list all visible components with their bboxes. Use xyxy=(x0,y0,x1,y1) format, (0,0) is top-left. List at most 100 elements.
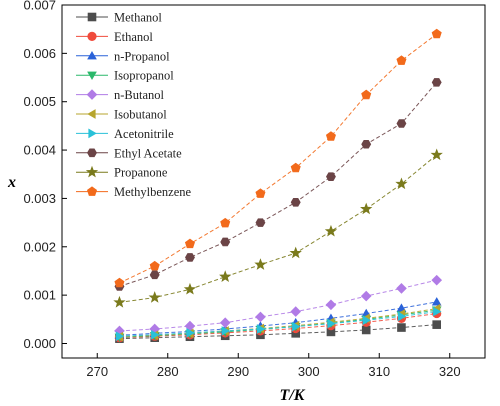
plot-frame xyxy=(61,4,486,359)
legend-item-propanone: Propanone xyxy=(76,166,168,180)
data-point-propanone xyxy=(183,282,197,295)
data-point-methylbenzene xyxy=(431,28,442,39)
x-tick-label: 320 xyxy=(439,364,461,379)
x-tick-label: 270 xyxy=(86,364,108,379)
data-point-methanol xyxy=(361,325,371,335)
y-tick-label: 0.002 xyxy=(23,239,56,254)
legend-label: Methanol xyxy=(114,11,162,25)
legend-label: Methylbenzene xyxy=(114,185,192,199)
legend-marker xyxy=(87,109,96,119)
series-line-ethyl-acetate xyxy=(119,82,438,287)
series-n-butanol xyxy=(114,274,443,337)
data-point-n-butanol xyxy=(396,283,407,294)
data-point-methylbenzene xyxy=(396,55,407,65)
legend-marker xyxy=(86,186,98,196)
series-group xyxy=(113,28,443,343)
legend-item-n-butanol: n-Butanol xyxy=(76,88,165,102)
legend-marker xyxy=(88,128,97,139)
data-point-propanone xyxy=(289,246,302,259)
data-point-ethyl-acetate xyxy=(185,253,195,262)
legend-marker xyxy=(85,165,99,178)
data-point-propanone xyxy=(219,270,232,282)
legend-marker xyxy=(87,50,97,60)
series-line-propanone xyxy=(119,154,438,303)
data-point-propanone xyxy=(395,177,408,190)
data-point-ethyl-acetate xyxy=(396,119,407,128)
legend-label: n-Propanol xyxy=(114,49,170,63)
data-point-acetonitrile xyxy=(151,329,160,340)
y-tick-label: 0.003 xyxy=(23,191,56,206)
x-tick-label: 280 xyxy=(157,364,179,379)
data-point-propanone xyxy=(113,295,126,308)
legend-label: Isobutanol xyxy=(114,108,167,122)
y-tick-label: 0.001 xyxy=(23,288,56,303)
data-point-methylbenzene xyxy=(361,89,372,100)
data-point-ethyl-acetate xyxy=(361,139,372,149)
data-point-n-butanol xyxy=(360,290,372,302)
y-axis-title: x xyxy=(7,174,16,191)
series-line-methanol xyxy=(119,324,437,340)
y-tick-label: 0.005 xyxy=(23,94,56,109)
data-point-ethyl-acetate xyxy=(255,218,266,227)
data-point-methylbenzene xyxy=(290,162,301,173)
data-point-n-butanol xyxy=(431,274,443,286)
data-point-ethyl-acetate xyxy=(149,270,160,280)
data-point-methylbenzene xyxy=(149,260,160,271)
data-point-methylbenzene xyxy=(255,188,266,198)
legend-marker xyxy=(86,89,98,100)
legend-label: Ethyl Acetate xyxy=(114,146,182,160)
data-point-propanone xyxy=(360,202,373,215)
y-tick-label: 0.000 xyxy=(23,336,56,351)
data-point-methanol xyxy=(397,323,406,332)
series-n-propanol xyxy=(114,297,442,339)
data-point-acetonitrile xyxy=(362,315,372,326)
data-point-ethyl-acetate xyxy=(290,198,301,207)
legend-label: Propanone xyxy=(114,166,168,180)
data-point-ethyl-acetate xyxy=(220,237,231,247)
legend-item-methanol: Methanol xyxy=(76,11,162,25)
legend-group: Methanol Ethanol n-Propanol Isopropanol n-Bu… xyxy=(76,11,192,199)
data-point-n-butanol xyxy=(184,320,196,332)
legend-item-ethyl-acetate: Ethyl Acetate xyxy=(76,146,182,160)
series-line-n-butanol xyxy=(119,279,437,332)
data-point-propanone xyxy=(148,291,161,303)
y-tick-label: 0.004 xyxy=(23,143,56,158)
series-line-methylbenzene xyxy=(119,33,438,284)
legend-item-n-propanol: n-Propanol xyxy=(76,49,170,63)
data-point-propanone xyxy=(254,258,267,270)
series-acetonitrile xyxy=(115,306,442,342)
x-axis-title: T/K xyxy=(280,387,306,404)
legend-marker xyxy=(87,31,97,42)
legend-marker xyxy=(87,148,97,158)
data-point-acetonitrile xyxy=(397,311,407,322)
legend-marker xyxy=(87,71,97,81)
legend-item-isopropanol: Isopropanol xyxy=(76,69,174,83)
data-point-ethyl-acetate xyxy=(326,172,336,181)
legend-item-acetonitrile: Acetonitrile xyxy=(76,127,174,141)
data-point-methylbenzene xyxy=(114,277,125,288)
x-tick-label: 300 xyxy=(298,364,320,379)
legend-label: Isopropanol xyxy=(114,69,174,83)
y-tick-label: 0.007 xyxy=(23,0,56,13)
x-tick-label: 310 xyxy=(368,364,390,379)
legend-item-methylbenzene: Methylbenzene xyxy=(76,185,192,199)
data-point-n-butanol xyxy=(219,317,231,329)
data-point-acetonitrile xyxy=(433,306,442,317)
data-point-n-butanol xyxy=(325,299,337,311)
legend-marker xyxy=(87,12,97,22)
data-point-methylbenzene xyxy=(184,238,195,249)
series-line-ethanol xyxy=(119,313,437,339)
series-line-acetonitrile xyxy=(119,311,437,337)
legend-label: n-Butanol xyxy=(114,88,165,102)
data-point-methanol xyxy=(432,320,442,329)
data-point-acetonitrile xyxy=(292,321,301,332)
legend-label: Ethanol xyxy=(114,30,153,44)
series-methylbenzene xyxy=(114,28,442,288)
legend-item-isobutanol: Isobutanol xyxy=(76,108,167,122)
series-propanone xyxy=(113,148,443,308)
x-tick-label: 290 xyxy=(227,364,249,379)
data-point-acetonitrile xyxy=(327,318,336,329)
legend-label: Acetonitrile xyxy=(114,127,174,141)
data-point-propanone xyxy=(430,148,443,161)
